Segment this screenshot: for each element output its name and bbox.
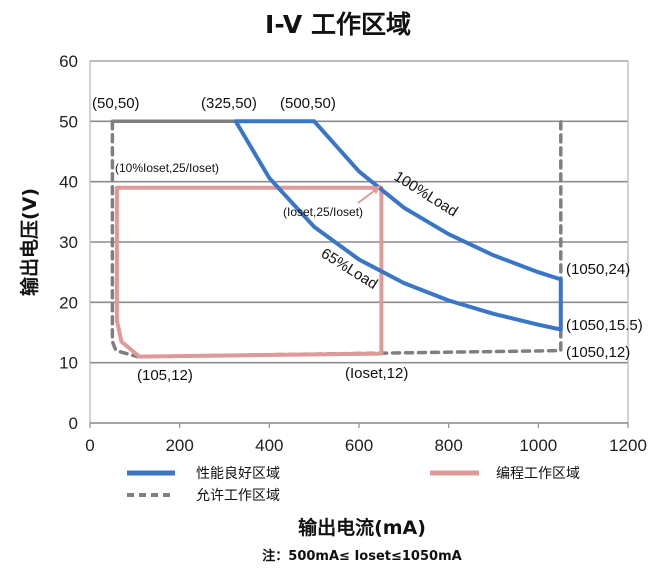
x-tick-label: 0 [85, 436, 94, 455]
ioset-arrow [357, 185, 381, 204]
y-tick-label: 40 [59, 173, 78, 192]
x-tick-label: 600 [345, 436, 373, 455]
y-tick-label: 60 [59, 52, 78, 71]
legend-item-allowed: 允许工作区域 [127, 488, 280, 504]
legend: 性能良好区域 编程工作区域 允许工作区域 [127, 466, 580, 504]
x-tick-label: 1200 [609, 436, 647, 455]
y-tick-label: 50 [59, 112, 78, 131]
svg-text:允许工作区域: 允许工作区域 [196, 488, 280, 504]
label-1050-24: (1050,24) [566, 261, 630, 278]
legend-item-performance: 性能良好区域 [127, 466, 280, 482]
y-axis-title: 输出电压(V) [18, 188, 41, 296]
series-allowed-region [110, 119, 563, 359]
legend-item-programming: 编程工作区域 [430, 466, 580, 482]
x-tick-label: 200 [165, 436, 193, 455]
svg-text:编程工作区域: 编程工作区域 [496, 466, 580, 482]
x-tick-label: 1000 [519, 436, 557, 455]
label-325-50: (325,50) [201, 95, 257, 112]
label-ioset-25: (Ioset,25/Ioset) [283, 205, 363, 219]
series-performance-region [233, 119, 563, 332]
x-tick-label: 800 [434, 436, 462, 455]
y-tick-label: 30 [59, 233, 78, 252]
label-500-50: (500,50) [280, 95, 336, 112]
x-axis-title: 输出电流(mA) [298, 516, 426, 539]
label-1050-12: (1050,12) [566, 344, 630, 361]
y-tick-label: 0 [69, 414, 78, 433]
label-105-12: (105,12) [137, 367, 193, 384]
svg-text:性能良好区域: 性能良好区域 [196, 466, 280, 482]
chart-title: I-V 工作区域 [265, 10, 411, 39]
y-tick-label: 20 [59, 293, 78, 312]
y-tick-label: 10 [59, 354, 78, 373]
label-10pct-ioset: (10%Ioset,25/Ioset) [115, 161, 219, 175]
footnote: 注：500mA≤ Ioset≤1050mA [262, 548, 461, 564]
axes [89, 60, 629, 428]
plot-area [110, 119, 563, 359]
label-1050-15-5: (1050,15.5) [566, 317, 643, 334]
label-100-load: 100%Load [391, 168, 461, 220]
x-tick-label: 400 [255, 436, 283, 455]
label-50-50: (50,50) [92, 95, 140, 112]
label-ioset-12: (Ioset,12) [345, 365, 408, 382]
